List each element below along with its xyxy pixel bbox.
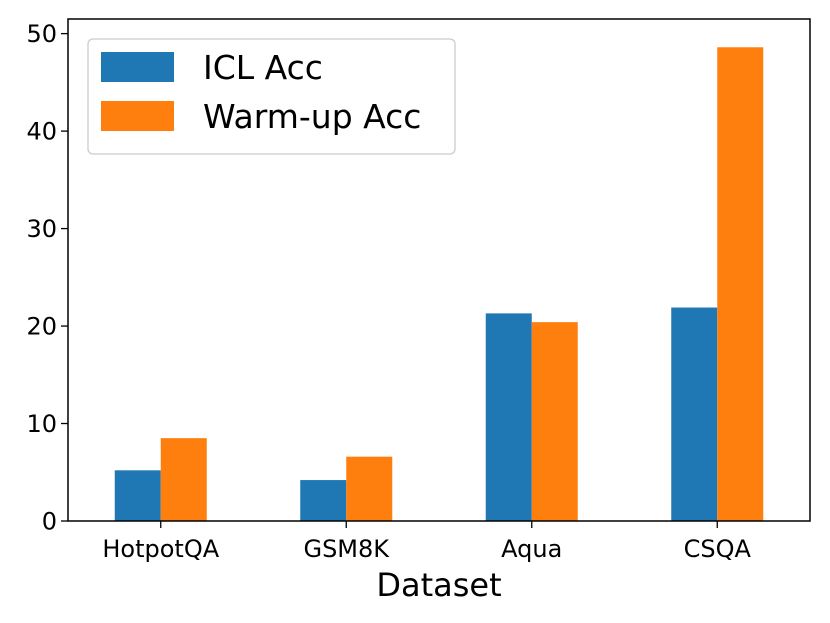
y-tick-label: 10	[26, 410, 57, 438]
bar-warm-up-acc-hotpotqa	[160, 438, 207, 521]
bar-warm-up-acc-csqa	[717, 47, 764, 522]
x-tick-label: GSM8K	[303, 535, 390, 563]
y-tick-label: 0	[42, 508, 57, 536]
x-tick-label: HotpotQA	[102, 535, 219, 563]
x-axis-label: Dataset	[376, 566, 501, 604]
x-tick-label: Aqua	[501, 535, 562, 563]
y-axis: 0 10 20 30 40 50	[26, 20, 68, 536]
legend-swatch	[101, 101, 174, 131]
x-tick-label: CSQA	[684, 535, 752, 563]
bar-icl-acc-hotpotqa	[114, 470, 161, 521]
y-tick-label: 20	[26, 313, 57, 341]
plot-frame	[67, 18, 811, 522]
bar-icl-acc-aqua	[485, 313, 532, 521]
bars-group	[114, 47, 764, 522]
x-axis: HotpotQA GSM8K Aqua CSQA	[102, 521, 751, 563]
bar-icl-acc-csqa	[671, 307, 718, 521]
legend-label: ICL Acc	[203, 48, 323, 87]
y-tick-label: 50	[26, 20, 57, 48]
legend: ICL Acc Warm-up Acc	[87, 38, 456, 155]
bar-warm-up-acc-aqua	[531, 322, 578, 521]
bar-warm-up-acc-gsm8k	[346, 456, 393, 521]
legend-label: Warm-up Acc	[203, 97, 421, 136]
legend-swatch	[101, 52, 174, 82]
bar-icl-acc-gsm8k	[300, 480, 347, 521]
y-tick-label: 30	[26, 215, 57, 243]
y-tick-label: 40	[26, 118, 57, 146]
legend-frame	[87, 38, 456, 155]
